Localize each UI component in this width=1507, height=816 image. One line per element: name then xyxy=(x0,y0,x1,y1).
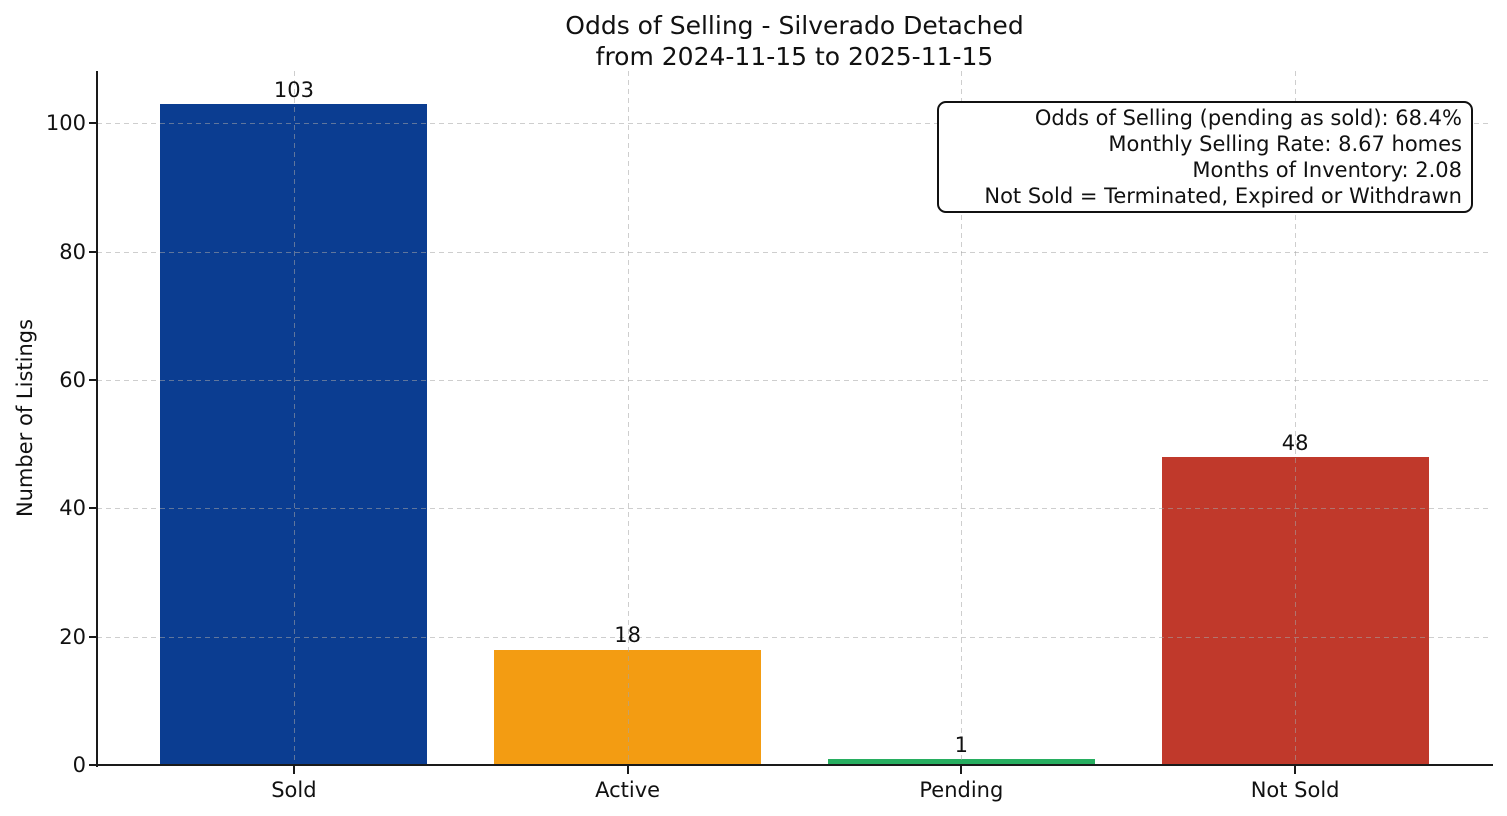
y-tick-label-20: 20 xyxy=(59,624,86,649)
stats-annotation-box: Odds of Selling (pending as sold): 68.4%… xyxy=(937,101,1473,213)
chart-title-line: Odds of Selling - Silverado Detached xyxy=(565,11,1024,40)
y-axis-spine xyxy=(96,71,98,767)
bar-active xyxy=(494,649,762,765)
y-tick-label-100: 100 xyxy=(45,111,86,136)
annotation-odds-of-selling: Odds of Selling (pending as sold): 68.4% xyxy=(1034,106,1462,130)
bar-value-not-sold: 48 xyxy=(1281,430,1309,455)
bar-sold xyxy=(160,104,428,765)
annotation-not-sold-definition: Not Sold = Terminated, Expired or Withdr… xyxy=(984,184,1462,208)
y-tick-mark-80 xyxy=(89,250,97,253)
annotation-months-of-inventory: Months of Inventory: 2.08 xyxy=(1192,158,1462,182)
x-axis-spine xyxy=(96,764,1493,766)
bar-value-active: 18 xyxy=(614,623,641,648)
y-tick-label-40: 40 xyxy=(59,496,86,521)
y-tick-label-80: 80 xyxy=(59,239,86,264)
bar-value-pending: 1 xyxy=(954,732,969,757)
y-axis-title: Number of Listings xyxy=(13,318,37,518)
y-tick-label-0: 0 xyxy=(72,753,86,777)
x-tick-label-pending: Pending xyxy=(919,778,1004,802)
annotation-monthly-selling-rate: Monthly Selling Rate: 8.67 homes xyxy=(1108,132,1462,156)
y-tick-mark-0 xyxy=(89,764,97,766)
y-tick-mark-40 xyxy=(89,507,97,510)
x-tick-label-not-sold: Not Sold xyxy=(1250,778,1340,802)
x-tick-mark-not-sold xyxy=(1294,766,1297,774)
y-tick-mark-20 xyxy=(89,635,97,638)
chart-title: Odds of Selling - Silverado Detached fro… xyxy=(97,10,1492,72)
bar-not-sold xyxy=(1161,456,1429,765)
x-tick-mark-active xyxy=(626,766,629,774)
x-tick-mark-sold xyxy=(292,766,295,774)
x-tick-label-active: Active xyxy=(595,778,661,802)
y-tick-label-60: 60 xyxy=(59,367,86,392)
bar-pending xyxy=(827,758,1095,765)
bar-value-sold: 103 xyxy=(273,78,314,103)
x-tick-label-sold: Sold xyxy=(271,778,317,802)
x-tick-mark-pending xyxy=(960,766,963,774)
y-tick-mark-100 xyxy=(89,122,97,125)
y-tick-mark-60 xyxy=(89,378,97,381)
chart-subtitle-line: from 2024-11-15 to 2025-11-15 xyxy=(595,42,994,71)
